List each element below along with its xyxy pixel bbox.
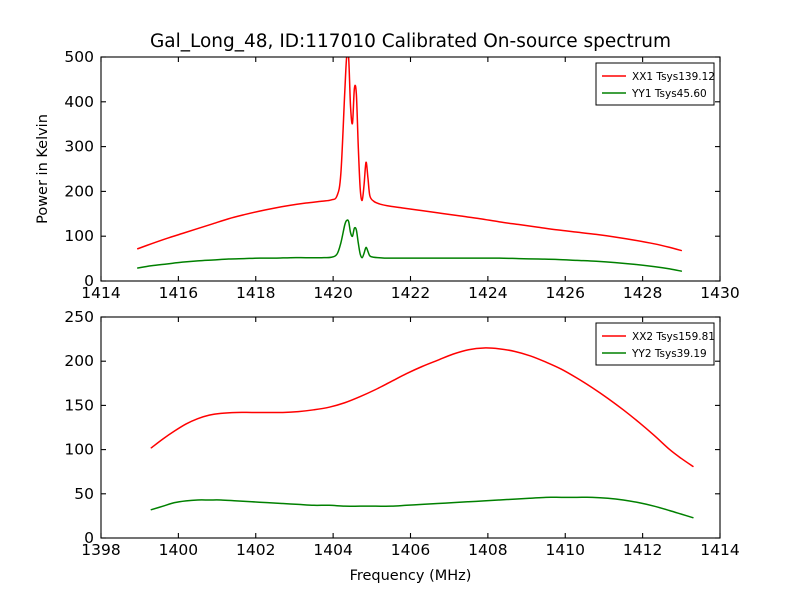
ytick-label: 400 bbox=[64, 93, 94, 111]
xtick-label: 1424 bbox=[468, 284, 507, 302]
trace-xx2 bbox=[150, 347, 694, 468]
y-axis-label: Power in Kelvin bbox=[35, 114, 51, 224]
ytick-label: 0 bbox=[84, 529, 94, 547]
ytick-label: 300 bbox=[64, 138, 94, 156]
trace-group bbox=[150, 347, 694, 519]
legend-label: XX1 Tsys139.12 bbox=[632, 71, 715, 83]
xtick-label: 1410 bbox=[546, 541, 585, 559]
ytick-label: 250 bbox=[64, 308, 94, 326]
ytick-label: 100 bbox=[64, 227, 94, 245]
trace-xx1 bbox=[137, 57, 683, 252]
legend-box bbox=[595, 322, 715, 366]
chart-title: Gal_Long_48, ID:117010 Calibrated On-sou… bbox=[150, 31, 671, 52]
legend-label: XX2 Tsys159.81 bbox=[632, 331, 715, 343]
legend-label: YY1 Tsys45.60 bbox=[631, 88, 707, 100]
xtick-label: 1400 bbox=[159, 541, 198, 559]
xtick-label: 1414 bbox=[81, 284, 120, 302]
xtick-label: 1412 bbox=[623, 541, 662, 559]
ytick-label: 150 bbox=[64, 396, 94, 414]
panel-bottom: 1398 1400 1402 1404 1406 1408 1410 1412 1414 0 50 1… bbox=[64, 308, 739, 584]
trace-group bbox=[137, 57, 683, 272]
xtick-label: 1426 bbox=[546, 284, 585, 302]
xtick-label: 1398 bbox=[81, 541, 120, 559]
trace-yy1 bbox=[137, 219, 683, 272]
xtick-label: 1404 bbox=[313, 541, 352, 559]
legend-box bbox=[595, 62, 715, 106]
legend-label: YY2 Tsys39.19 bbox=[631, 348, 707, 360]
panel-top: 1414 1416 1418 1420 1422 1424 1426 1428 1430 0 100… bbox=[35, 31, 740, 302]
ytick-label: 50 bbox=[74, 485, 94, 503]
xtick-label: 1428 bbox=[623, 284, 662, 302]
xtick-label: 1418 bbox=[236, 284, 275, 302]
ytick-label: 200 bbox=[64, 352, 94, 370]
x-axis-label: Frequency (MHz) bbox=[350, 568, 472, 584]
xtick-label: 1402 bbox=[236, 541, 275, 559]
ytick-label: 200 bbox=[64, 182, 94, 200]
ytick-label: 0 bbox=[84, 272, 94, 290]
xtick-label: 1408 bbox=[468, 541, 507, 559]
trace-yy2 bbox=[150, 496, 694, 519]
ytick-label: 500 bbox=[64, 48, 94, 66]
xtick-label: 1414 bbox=[700, 541, 739, 559]
xtick-label: 1406 bbox=[391, 541, 430, 559]
xtick-label: 1430 bbox=[700, 284, 739, 302]
xtick-label: 1416 bbox=[159, 284, 198, 302]
xtick-label: 1420 bbox=[313, 284, 352, 302]
xtick-label: 1422 bbox=[391, 284, 430, 302]
ytick-label: 100 bbox=[64, 441, 94, 459]
